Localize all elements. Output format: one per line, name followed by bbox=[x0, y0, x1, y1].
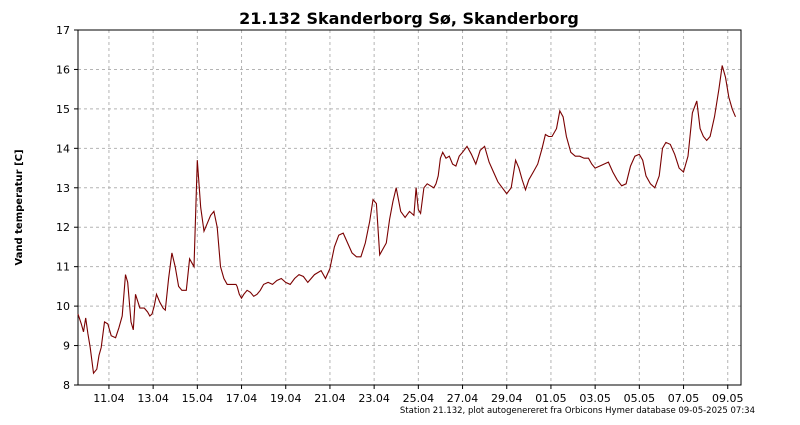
x-tick-label: 23.04 bbox=[358, 392, 390, 405]
x-tick-label: 15.04 bbox=[182, 392, 214, 405]
y-tick-label: 15 bbox=[56, 103, 70, 116]
y-tick-label: 8 bbox=[63, 379, 70, 392]
chart-title: 21.132 Skanderborg Sø, Skanderborg bbox=[239, 9, 579, 28]
footer-note: Station 21.132, plot autogenereret fra O… bbox=[400, 406, 755, 416]
x-tick-label: 01.05 bbox=[535, 392, 567, 405]
x-tick-label: 27.04 bbox=[447, 392, 479, 405]
y-tick-label: 12 bbox=[56, 221, 70, 234]
x-tick-label: 11.04 bbox=[93, 392, 125, 405]
x-tick-label: 19.04 bbox=[270, 392, 302, 405]
x-tick-label: 03.05 bbox=[579, 392, 611, 405]
x-tick-label: 13.04 bbox=[137, 392, 169, 405]
y-tick-label: 9 bbox=[63, 340, 70, 353]
x-tick-label: 29.04 bbox=[491, 392, 523, 405]
temperature-series-line bbox=[77, 65, 737, 375]
y-tick-label: 16 bbox=[56, 63, 70, 76]
x-tick-label: 17.04 bbox=[226, 392, 258, 405]
y-tick-label: 14 bbox=[56, 142, 70, 155]
x-tick-label: 21.04 bbox=[314, 392, 346, 405]
grid-lines bbox=[78, 30, 741, 385]
x-tick-label: 25.04 bbox=[403, 392, 435, 405]
y-tick-label: 13 bbox=[56, 182, 70, 195]
plot-area bbox=[77, 29, 742, 386]
y-axis-label: Vand temperatur [C] bbox=[14, 149, 25, 265]
x-tick-label: 07.05 bbox=[668, 392, 700, 405]
x-tick-label: 09.05 bbox=[712, 392, 744, 405]
y-tick-label: 11 bbox=[56, 261, 70, 274]
y-tick-label: 10 bbox=[56, 300, 70, 313]
y-axis: 8 9 10 11 12 13 14 15 16 17 bbox=[56, 24, 78, 392]
x-tick-label: 05.05 bbox=[624, 392, 656, 405]
y-tick-label: 17 bbox=[56, 24, 70, 37]
x-axis: 11.04 13.04 15.04 17.04 19.04 21.04 23.04 25.04… bbox=[93, 385, 743, 405]
